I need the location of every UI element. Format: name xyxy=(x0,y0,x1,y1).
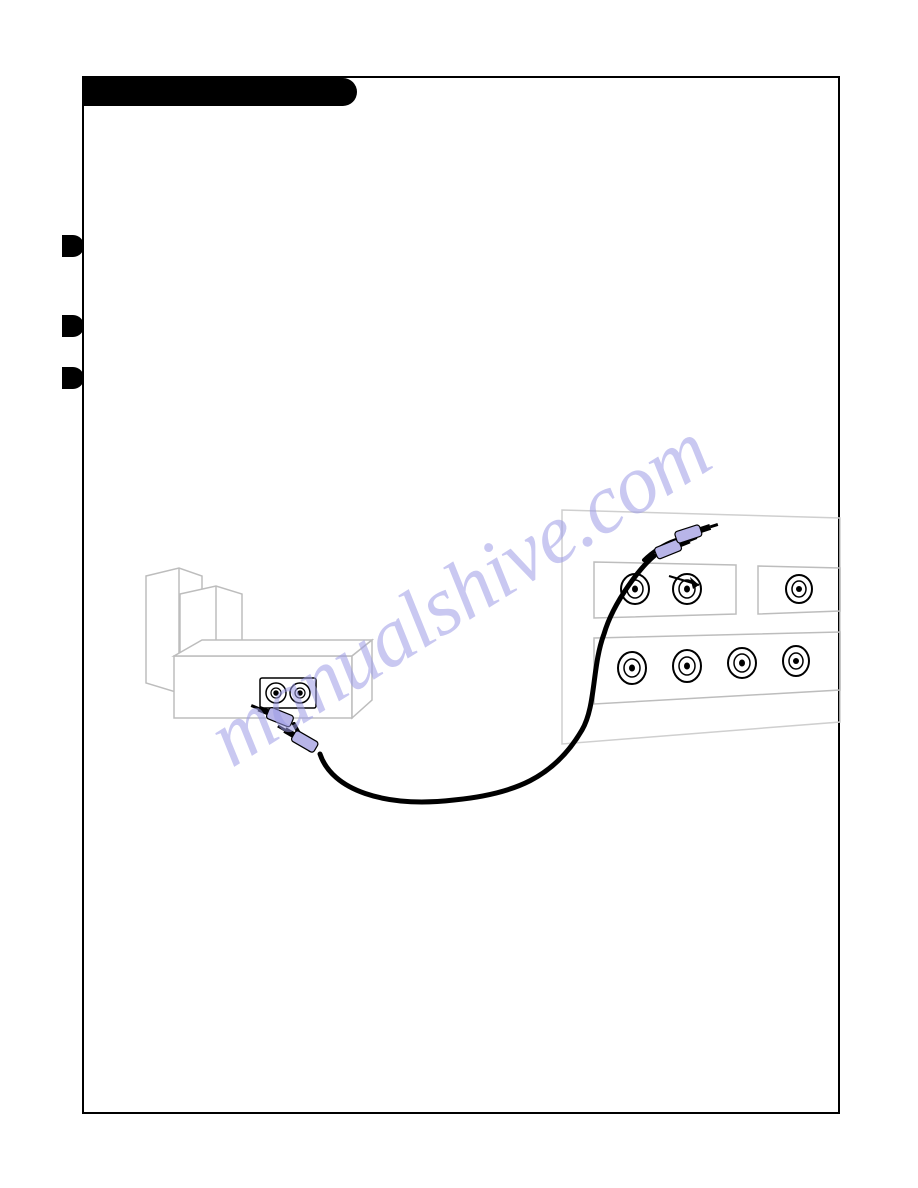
side-tab-1 xyxy=(62,235,84,257)
page-frame xyxy=(82,76,840,1114)
connection-diagram xyxy=(84,78,842,1116)
side-tab-2 xyxy=(62,315,84,337)
cable-plug-right xyxy=(654,519,720,560)
speaker-system xyxy=(146,568,372,718)
side-tab-3 xyxy=(62,367,84,389)
